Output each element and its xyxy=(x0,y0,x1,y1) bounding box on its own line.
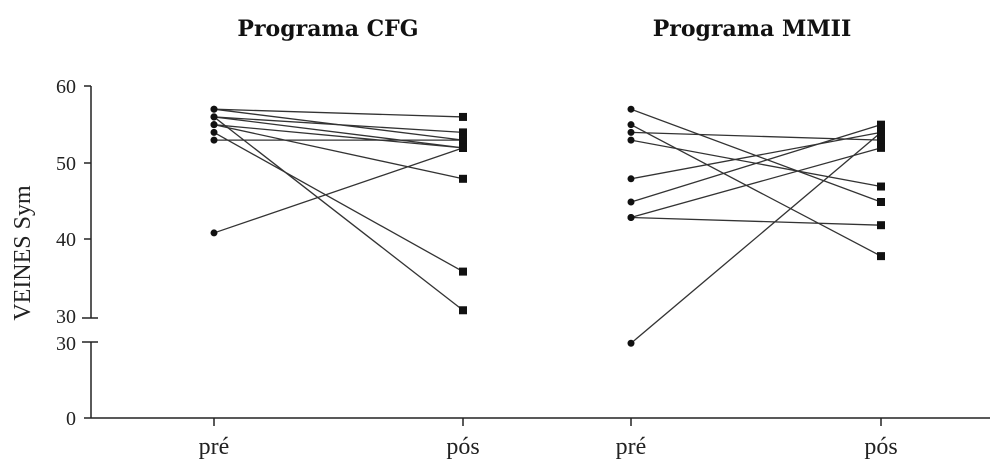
plot-marks xyxy=(210,105,885,347)
post-point-cfg-10 xyxy=(459,143,467,152)
pre-point-mmii-9 xyxy=(627,339,635,347)
pre-point-mmii-4 xyxy=(627,136,635,144)
series-line-mmii-7 xyxy=(630,147,882,219)
y-tick-label-0: 0 xyxy=(66,408,76,430)
series-line-mmii-9 xyxy=(630,131,882,344)
post-point-cfg-8 xyxy=(459,306,467,315)
pre-point-mmii-1 xyxy=(627,105,635,113)
post-point-mmii-1 xyxy=(877,198,885,206)
series-line-cfg-8 xyxy=(213,116,464,311)
series-line-mmii-6 xyxy=(630,124,882,203)
pre-point-cfg-9 xyxy=(210,121,218,129)
post-point-mmii-9 xyxy=(877,128,885,137)
x-tick-label-mmii-pos: pós xyxy=(864,434,897,460)
series-line-mmii-2 xyxy=(630,124,882,257)
pre-point-cfg-10 xyxy=(210,229,218,237)
y-tick-label-30-upper: 30 xyxy=(56,306,76,328)
pre-point-cfg-7 xyxy=(210,136,218,144)
y-axis-label: VEINES Sym xyxy=(10,185,36,321)
pre-point-mmii-3 xyxy=(627,128,635,136)
post-point-mmii-6 xyxy=(877,120,885,129)
pre-point-mmii-6 xyxy=(627,198,635,206)
x-axis: pré pós pré pós xyxy=(91,417,990,460)
pre-point-cfg-8 xyxy=(210,113,218,121)
series-line-cfg-5 xyxy=(213,124,464,180)
series-line-cfg-4 xyxy=(213,116,464,149)
post-point-mmii-7 xyxy=(877,143,885,152)
pre-point-mmii-2 xyxy=(627,121,635,129)
y-tick-label-30-lower: 30 xyxy=(56,333,76,355)
pre-point-cfg-6 xyxy=(210,128,218,136)
series-line-cfg-10 xyxy=(213,147,464,234)
panel-title-mmii: Programa MMII xyxy=(653,16,852,42)
post-point-cfg-7 xyxy=(459,136,467,145)
pre-point-mmii-8 xyxy=(627,213,635,221)
y-tick-label-60: 60 xyxy=(56,76,76,98)
y-tick-label-50: 50 xyxy=(56,153,76,175)
x-tick-label-cfg-pre: pré xyxy=(199,434,230,460)
panel-title-cfg: Programa CFG xyxy=(237,16,418,42)
series-line-cfg-9 xyxy=(213,124,464,149)
y-axis: 60 50 40 30 30 0 VEINES Sym xyxy=(10,76,98,430)
post-point-mmii-3 xyxy=(877,136,885,145)
y-tick-label-40: 40 xyxy=(56,229,76,251)
post-point-mmii-8 xyxy=(877,221,885,230)
post-point-cfg-3 xyxy=(459,128,467,137)
x-tick-label-cfg-pos: pós xyxy=(446,434,479,460)
post-point-mmii-4 xyxy=(877,182,885,191)
post-point-mmii-2 xyxy=(877,252,885,261)
series-line-cfg-6 xyxy=(213,131,464,273)
pre-point-mmii-5 xyxy=(627,175,635,183)
post-point-cfg-5 xyxy=(459,174,467,183)
series-line-mmii-3 xyxy=(630,131,882,141)
series-line-cfg-1 xyxy=(213,108,464,118)
pre-point-cfg-2 xyxy=(210,105,218,113)
x-tick-label-mmii-pre: pré xyxy=(616,434,647,460)
series-line-cfg-3 xyxy=(213,116,464,134)
post-point-cfg-1 xyxy=(459,112,467,121)
series-line-mmii-5 xyxy=(630,131,882,180)
series-line-mmii-8 xyxy=(630,216,882,226)
post-point-cfg-6 xyxy=(459,267,467,276)
